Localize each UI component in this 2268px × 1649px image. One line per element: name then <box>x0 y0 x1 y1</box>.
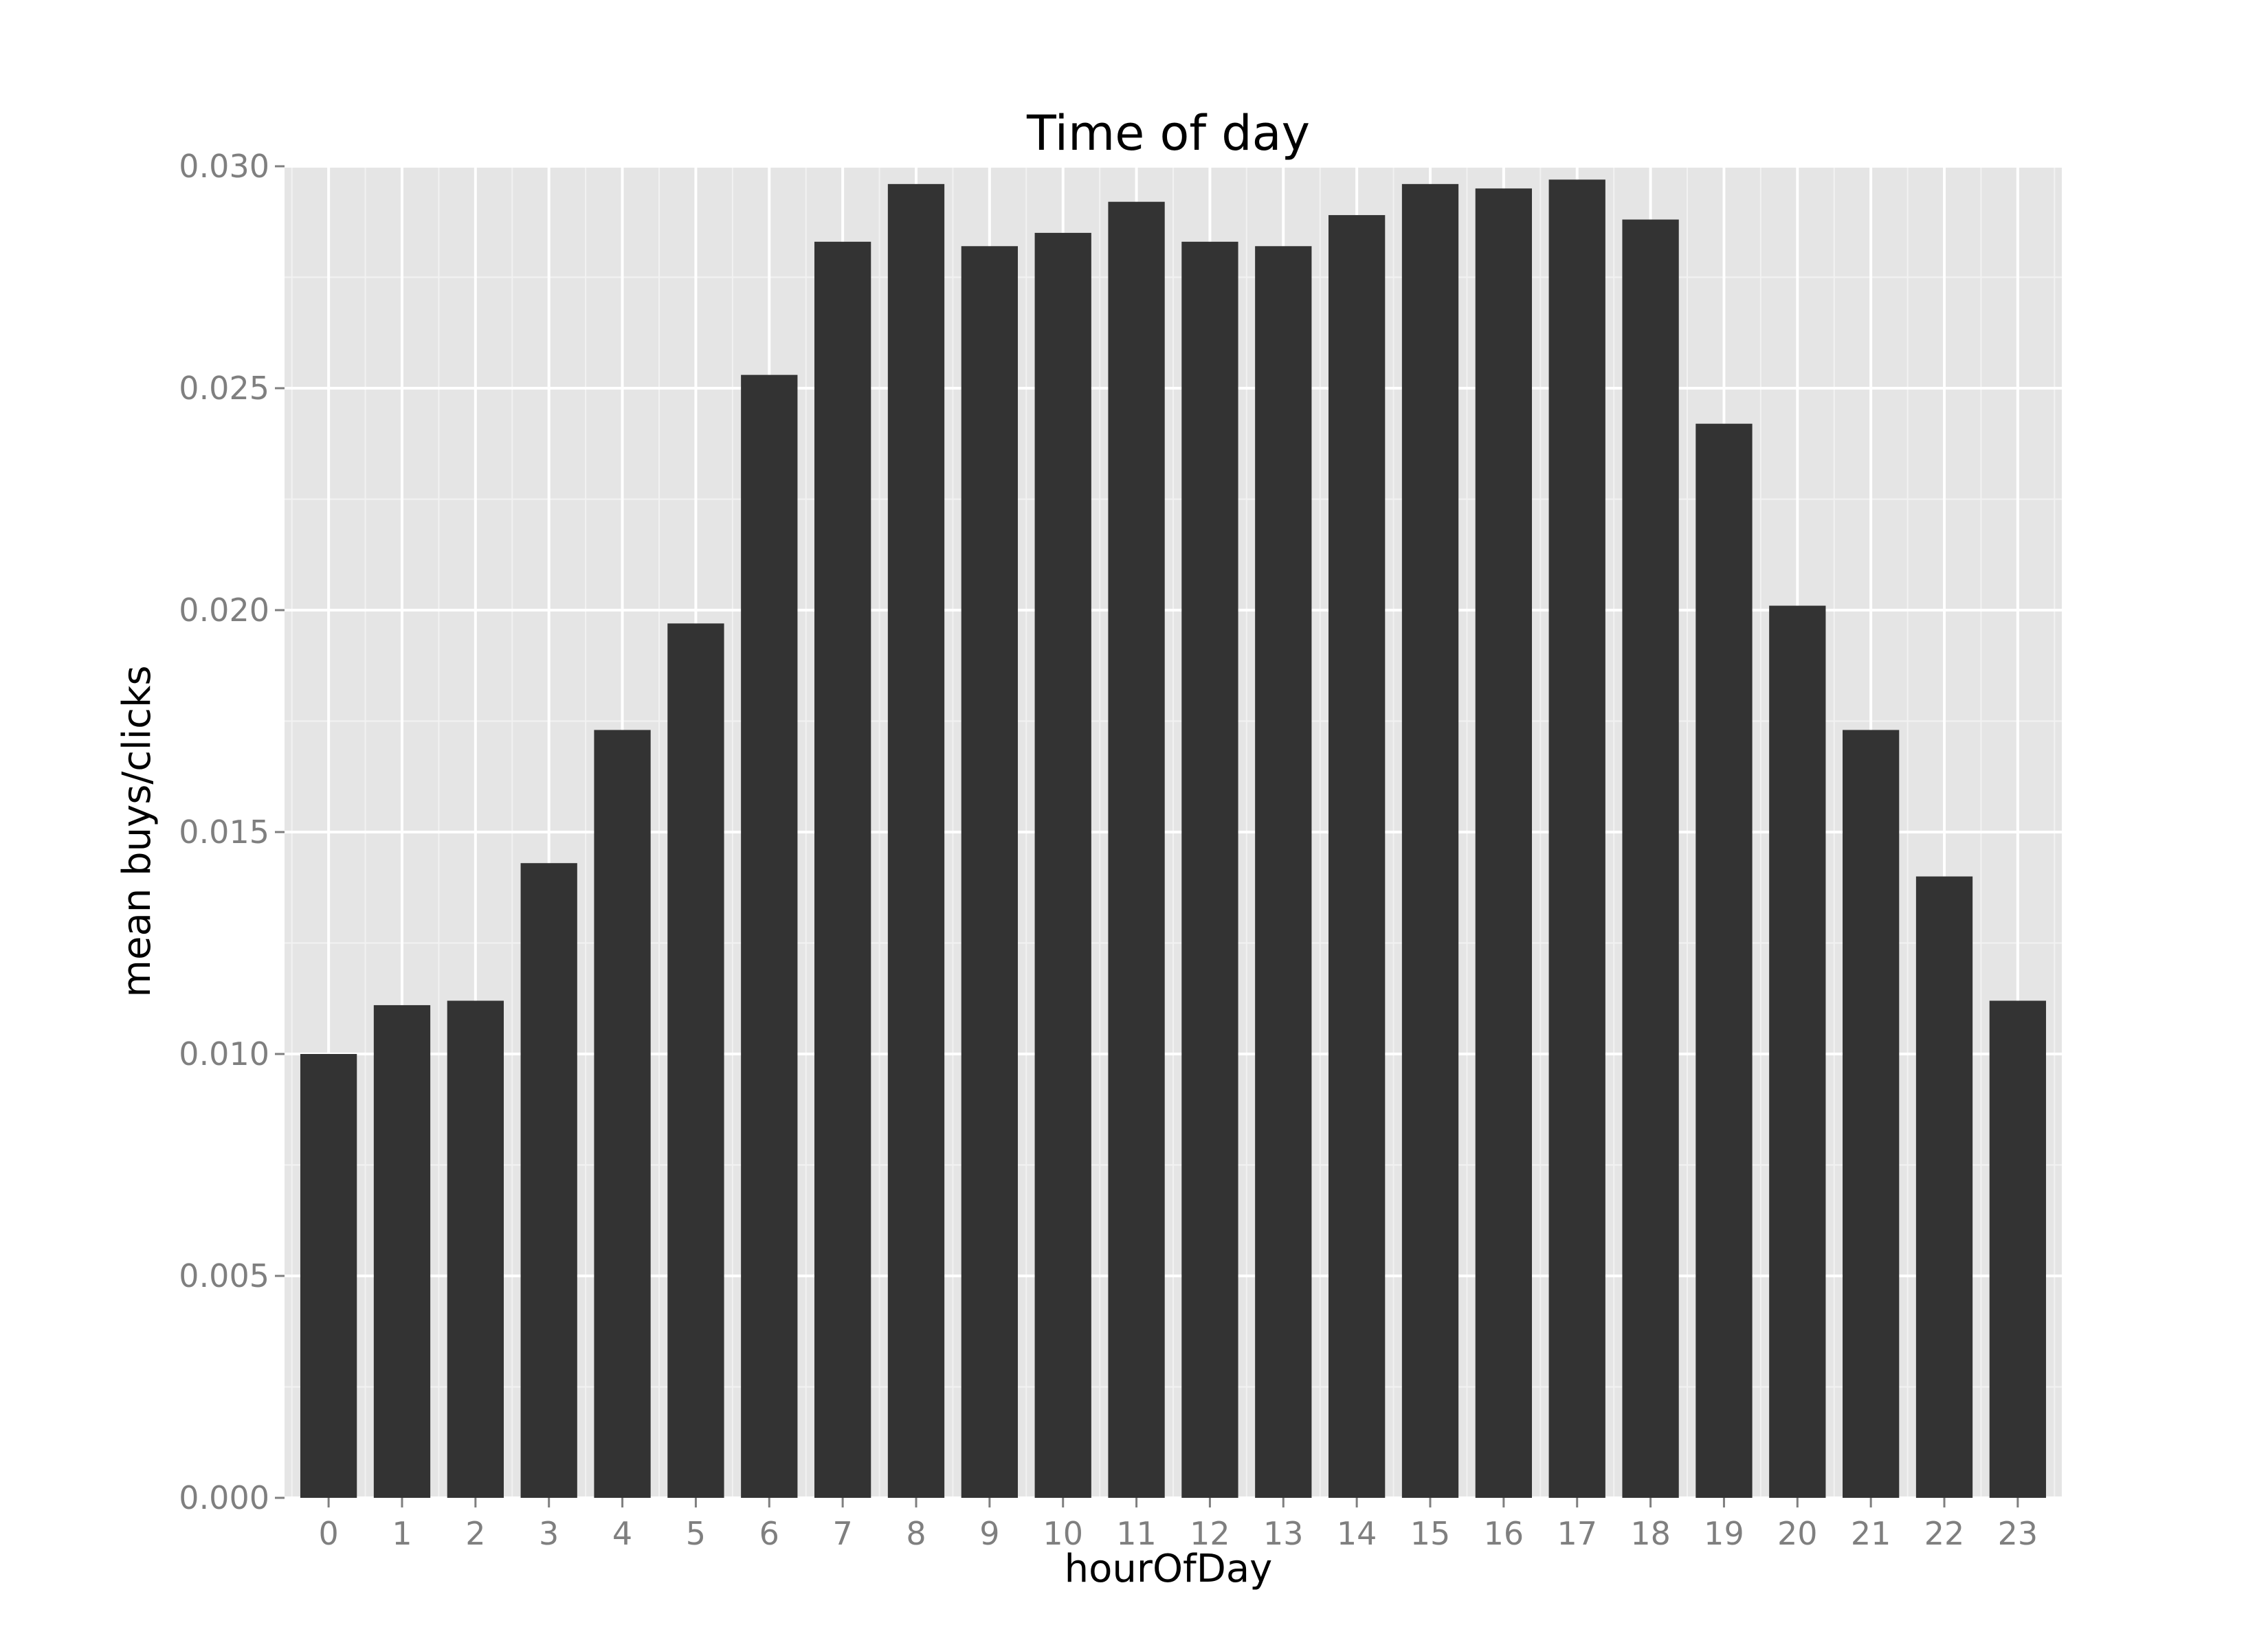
y-tick-label: 0.020 <box>179 592 269 629</box>
y-tick-label: 0.010 <box>179 1035 269 1073</box>
bar-hour-17 <box>1548 179 1605 1498</box>
y-tick-label: 0.000 <box>179 1479 269 1516</box>
x-tick-label: 6 <box>759 1515 779 1552</box>
bar-hour-7 <box>814 241 871 1498</box>
x-tick-label: 13 <box>1263 1515 1304 1552</box>
bar-hour-15 <box>1401 183 1459 1499</box>
bar-hour-16 <box>1475 188 1533 1498</box>
bar-hour-10 <box>1034 232 1091 1498</box>
bar-hour-13 <box>1255 246 1312 1498</box>
bar-hour-14 <box>1328 215 1386 1498</box>
bar-hour-23 <box>1989 1000 2047 1498</box>
x-tick-label: 16 <box>1484 1515 1524 1552</box>
chart-title: Time of day <box>1026 105 1310 161</box>
x-tick-label: 0 <box>318 1515 338 1552</box>
y-tick-label: 0.005 <box>179 1257 269 1294</box>
x-tick-label: 3 <box>539 1515 559 1552</box>
y-axis: 0.000 0.005 0.010 0.015 0.020 0.025 0.030 <box>179 148 285 1516</box>
x-tick-label: 4 <box>612 1515 632 1552</box>
x-tick-label: 5 <box>686 1515 706 1552</box>
bar-hour-1 <box>373 1005 431 1498</box>
x-tick-label: 2 <box>465 1515 485 1552</box>
x-tick-label: 23 <box>1998 1515 2038 1552</box>
x-tick-label: 21 <box>1851 1515 1891 1552</box>
x-tick-label: 15 <box>1410 1515 1451 1552</box>
x-tick-label: 18 <box>1630 1515 1671 1552</box>
x-tick-label: 10 <box>1043 1515 1083 1552</box>
x-tick-label: 17 <box>1557 1515 1597 1552</box>
bar-hour-20 <box>1769 605 1826 1498</box>
bar-hour-5 <box>667 623 724 1498</box>
y-tick-label: 0.030 <box>179 148 269 185</box>
bar-hour-12 <box>1181 241 1238 1498</box>
y-tick-label: 0.015 <box>179 814 269 851</box>
x-tick-label: 20 <box>1777 1515 1818 1552</box>
plot-panel <box>285 165 2062 1499</box>
bar-hour-8 <box>887 183 945 1499</box>
bar-hour-6 <box>741 374 798 1498</box>
x-tick-label: 12 <box>1190 1515 1230 1552</box>
x-axis-label: hourOfDay <box>1065 1547 1273 1591</box>
bar-hour-2 <box>447 1000 504 1498</box>
x-tick-label: 14 <box>1337 1515 1377 1552</box>
x-axis: 0 1 2 3 4 5 6 7 8 9 10 11 12 13 14 15 16 17 18 19 20 21 22 23 <box>318 1498 2038 1552</box>
x-tick-label: 19 <box>1704 1515 1744 1552</box>
x-tick-label: 7 <box>832 1515 852 1552</box>
y-axis-label: mean buys/clicks <box>115 665 159 997</box>
x-tick-label: 1 <box>392 1515 412 1552</box>
bar-hour-11 <box>1108 201 1165 1499</box>
bar-hour-3 <box>520 863 577 1498</box>
x-tick-label: 9 <box>979 1515 999 1552</box>
bar-hour-4 <box>594 730 651 1498</box>
bar-hour-21 <box>1843 730 1900 1498</box>
bars <box>300 179 2047 1499</box>
bar-hour-9 <box>961 246 1018 1498</box>
x-tick-label: 11 <box>1116 1515 1157 1552</box>
bar-hour-22 <box>1915 876 1973 1498</box>
bar-hour-18 <box>1622 219 1679 1498</box>
bar-hour-19 <box>1696 423 1753 1499</box>
y-tick-label: 0.025 <box>179 370 269 407</box>
bar-hour-0 <box>300 1054 357 1498</box>
x-tick-label: 8 <box>906 1515 926 1552</box>
x-tick-label: 22 <box>1924 1515 1965 1552</box>
